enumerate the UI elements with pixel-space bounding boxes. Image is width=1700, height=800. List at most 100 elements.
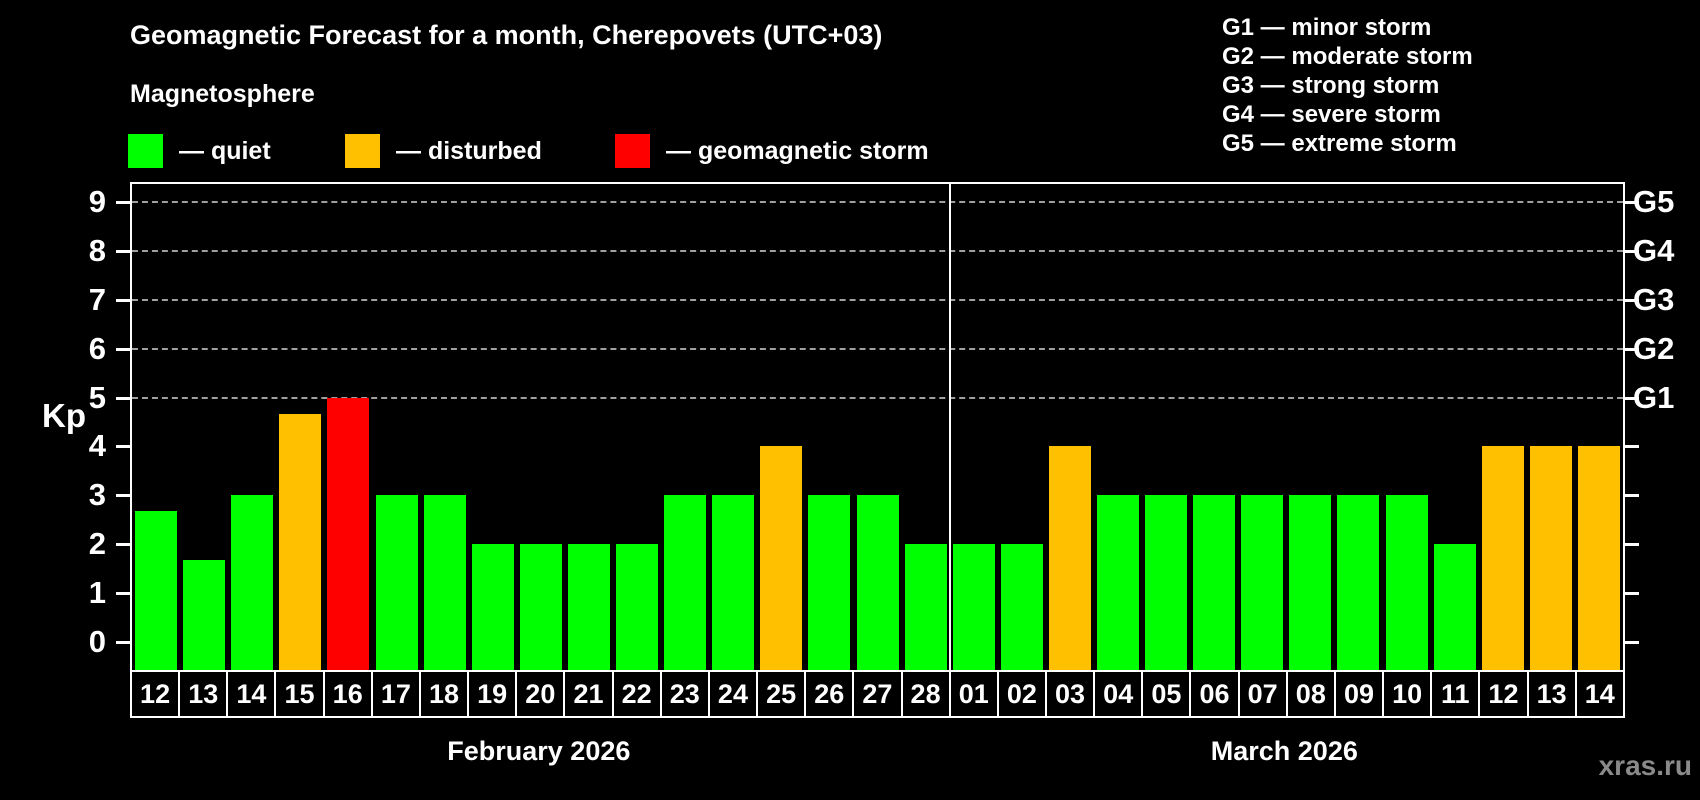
kp-bar-day-06 bbox=[1193, 495, 1236, 670]
kp-bar-day-18 bbox=[423, 495, 466, 670]
kp-tick-right-9 bbox=[1625, 200, 1639, 204]
date-cell-14: 14 bbox=[1574, 670, 1625, 718]
date-cell-22: 22 bbox=[611, 670, 662, 718]
plot-area: G1 G2 G3 G4 G5 0 1 2 3 4 5 6 7 8 9 Kp bbox=[42, 182, 1674, 672]
legend-item-storm: — geomagnetic storm bbox=[615, 133, 929, 169]
date-cell-25: 25 bbox=[756, 670, 807, 718]
kp-tick-right-5 bbox=[1625, 396, 1639, 400]
kp-bar-day-26 bbox=[808, 495, 851, 670]
date-axis-row: 12 13 14 15 16 17 18 19 20 21 22 23 24 25 26 27 28 01 02 03… bbox=[130, 670, 1625, 718]
kp-tick-left-7 bbox=[116, 298, 130, 302]
kp-tick-label-5: 5 bbox=[88, 379, 106, 415]
date-cell-19: 19 bbox=[467, 670, 518, 718]
kp-tick-left-8 bbox=[116, 249, 130, 253]
kp-tick-left-4 bbox=[116, 445, 130, 449]
month-labels: February 2026 March 2026 bbox=[130, 736, 1625, 770]
date-cell-11: 11 bbox=[1430, 670, 1481, 718]
date-cell-06: 06 bbox=[1189, 670, 1240, 718]
date-cell-27: 27 bbox=[852, 670, 903, 718]
kp-tick-label-6: 6 bbox=[88, 330, 106, 366]
legend-label-quiet: — quiet bbox=[179, 136, 271, 165]
legend-label-disturbed: — disturbed bbox=[396, 136, 542, 165]
kp-tick-label-0: 0 bbox=[88, 624, 106, 659]
kp-tick-right-6 bbox=[1625, 347, 1639, 351]
date-cell-17: 17 bbox=[370, 670, 421, 718]
kp-bar-day-19 bbox=[471, 544, 514, 670]
y-axis-title: Kp bbox=[42, 397, 86, 435]
date-cell-16: 16 bbox=[322, 670, 373, 718]
kp-bar-day-11 bbox=[1433, 544, 1476, 670]
kp-bar-day-22 bbox=[616, 544, 659, 670]
kp-bar-day-24 bbox=[712, 495, 755, 670]
kp-tick-left-0 bbox=[116, 641, 130, 644]
storm-scale-g3: G3 — strong storm bbox=[1222, 72, 1440, 99]
date-cell-20: 20 bbox=[515, 670, 566, 718]
kp-bar-day-10 bbox=[1385, 495, 1428, 670]
date-cell-13: 13 bbox=[178, 670, 229, 718]
kp-bar-day-20 bbox=[519, 544, 562, 670]
kp-bar-day-28 bbox=[904, 544, 947, 670]
right-axis-label-g1: G1 bbox=[1633, 379, 1675, 415]
date-cell-15: 15 bbox=[274, 670, 325, 718]
kp-tick-left-2 bbox=[116, 543, 130, 547]
kp-bar-day-12 bbox=[135, 511, 178, 670]
kp-tick-right-7 bbox=[1625, 298, 1639, 302]
date-cell-21: 21 bbox=[563, 670, 614, 718]
kp-tick-label-8: 8 bbox=[88, 232, 106, 268]
kp-tick-left-6 bbox=[116, 347, 130, 351]
kp-bar-day-21 bbox=[567, 544, 610, 670]
storm-scale-g4: G4 — severe storm bbox=[1222, 101, 1441, 128]
storm-scale-legend: G1 — minor storm G2 — moderate storm G3 … bbox=[1222, 13, 1473, 158]
legend-label-storm: — geomagnetic storm bbox=[666, 136, 929, 165]
kp-bar-day-13 bbox=[1529, 446, 1572, 670]
kp-tick-label-9: 9 bbox=[88, 183, 106, 219]
kp-bar-day-27 bbox=[856, 495, 899, 670]
legend-item-disturbed: — disturbed bbox=[345, 133, 542, 169]
right-axis-label-g2: G2 bbox=[1633, 330, 1675, 366]
date-cell-05: 05 bbox=[1141, 670, 1192, 718]
kp-bar-day-12 bbox=[1481, 446, 1524, 670]
watermark: xras.ru bbox=[1598, 750, 1692, 781]
month-label-0: February 2026 bbox=[447, 736, 631, 766]
date-cell-12: 12 bbox=[130, 670, 181, 718]
kp-bar-day-15 bbox=[279, 413, 322, 670]
date-cell-26: 26 bbox=[804, 670, 855, 718]
kp-bar-day-08 bbox=[1289, 495, 1332, 670]
date-cell-12: 12 bbox=[1478, 670, 1529, 718]
date-cell-18: 18 bbox=[418, 670, 470, 718]
kp-bar-day-14 bbox=[231, 495, 274, 670]
kp-tick-left-3 bbox=[116, 494, 130, 498]
kp-tick-left-9 bbox=[116, 200, 130, 204]
legend-item-quiet: — quiet bbox=[128, 133, 271, 169]
date-cell-08: 08 bbox=[1285, 670, 1336, 718]
kp-tick-left-5 bbox=[116, 396, 130, 400]
kp-tick-right-4 bbox=[1625, 445, 1639, 449]
storm-swatch-icon bbox=[615, 134, 650, 168]
right-axis-label-g3: G3 bbox=[1633, 281, 1675, 317]
kp-tick-label-4: 4 bbox=[88, 428, 106, 464]
kp-bar-day-01 bbox=[952, 544, 995, 670]
kp-tick-label-1: 1 bbox=[88, 575, 106, 611]
date-cell-09: 09 bbox=[1333, 670, 1385, 718]
date-cell-28: 28 bbox=[900, 670, 951, 718]
kp-bar-day-17 bbox=[375, 495, 418, 670]
right-axis-label-g5: G5 bbox=[1633, 183, 1675, 219]
storm-scale-g1: G1 — minor storm bbox=[1222, 14, 1432, 41]
date-cell-24: 24 bbox=[707, 670, 759, 718]
kp-tick-label-3: 3 bbox=[88, 477, 106, 513]
right-axis-label-g4: G4 bbox=[1633, 232, 1675, 268]
kp-bar-day-02 bbox=[1000, 544, 1043, 670]
kp-tick-right-0 bbox=[1625, 641, 1639, 644]
quiet-swatch-icon bbox=[128, 134, 163, 168]
chart-subtitle: Magnetosphere bbox=[130, 80, 315, 108]
date-cell-23: 23 bbox=[659, 670, 710, 718]
gridline-g5 bbox=[132, 200, 1623, 203]
kp-tick-right-1 bbox=[1625, 592, 1639, 596]
kp-tick-left-1 bbox=[116, 592, 130, 596]
date-cell-07: 07 bbox=[1237, 670, 1288, 718]
kp-bar-day-09 bbox=[1337, 495, 1380, 670]
kp-bar-day-16 bbox=[327, 397, 370, 670]
kp-tick-label-2: 2 bbox=[88, 526, 106, 562]
kp-bar-day-14 bbox=[1577, 446, 1620, 670]
